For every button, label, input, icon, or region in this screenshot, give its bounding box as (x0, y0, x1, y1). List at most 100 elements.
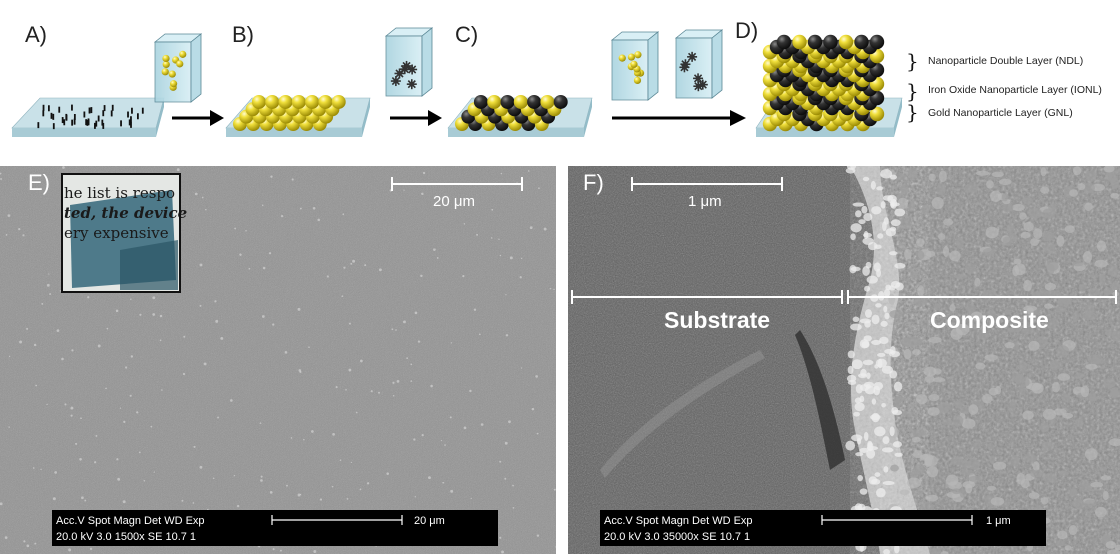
composite-grain (1062, 393, 1071, 402)
composite-grain (1040, 167, 1047, 177)
composite-grain (928, 393, 940, 402)
surface-speck (319, 498, 323, 501)
surface-speck (355, 411, 358, 414)
composite-grain (910, 272, 920, 279)
edge-grain (883, 288, 891, 297)
composite-grain (1030, 469, 1042, 478)
composite-grain (950, 328, 963, 340)
surface-speck (345, 388, 347, 391)
surface-speck (303, 438, 305, 441)
composite-grain (900, 410, 915, 417)
surface-speck (125, 366, 128, 369)
composite-grain (950, 456, 964, 466)
surface-speck (248, 267, 251, 270)
gold-particle (305, 94, 320, 109)
ionl-bracket: } (906, 79, 919, 103)
edge-grain (870, 180, 876, 190)
edge-grain (871, 206, 882, 215)
composite-grain (1106, 549, 1120, 554)
surface-speck (508, 420, 511, 424)
composite-grain (982, 247, 995, 257)
composite-grain (1007, 326, 1022, 333)
composite-grain (912, 349, 922, 356)
surface-speck (331, 485, 334, 488)
surface-speck (123, 420, 126, 423)
edge-grain (881, 365, 893, 374)
info-header-f: Acc.V Spot Magn Det WD Exp (604, 515, 753, 527)
edge-grain (866, 448, 876, 459)
surface-speck (543, 227, 547, 231)
substrate-a (11, 97, 165, 137)
surface-speck (233, 474, 236, 477)
composite-grain (932, 377, 946, 383)
surface-speck (152, 296, 156, 300)
edge-grain (861, 205, 868, 214)
surface-speck (505, 334, 509, 337)
gold-particle (869, 106, 885, 122)
composite-grain (982, 289, 997, 297)
composite-grain (1094, 506, 1107, 518)
surface-speck (215, 319, 219, 323)
surface-speck (81, 496, 84, 500)
edge-grain (889, 251, 898, 256)
composite-grain (1057, 297, 1071, 307)
edge-grain (892, 441, 903, 448)
composite-grain (1054, 306, 1067, 313)
gold-particle (540, 94, 555, 109)
composite-grain (1084, 170, 1097, 182)
composite-grain (927, 407, 940, 416)
composite-grain (899, 489, 910, 495)
composite-grain (898, 218, 913, 230)
surface-speck (348, 322, 351, 325)
gold-nanoparticle (169, 80, 178, 88)
edge-grain (847, 350, 855, 359)
surface-speck (62, 166, 65, 169)
composite-grain (943, 218, 954, 226)
composite-grain (1020, 478, 1030, 489)
edge-grain (858, 373, 868, 379)
surface-speck (512, 484, 514, 487)
composite-grain (959, 488, 966, 498)
surface-speck (261, 204, 264, 207)
composite-grain (904, 248, 912, 260)
composite-grain (1046, 263, 1055, 275)
gold-nanoparticle (630, 60, 638, 68)
surface-speck (406, 357, 409, 360)
gold-particle (838, 34, 854, 50)
surface-speck (48, 273, 50, 275)
composite-grain (1087, 354, 1102, 365)
edge-grain (877, 352, 886, 358)
composite-grain (913, 295, 928, 307)
surface-speck (509, 256, 513, 260)
composite-grain (1044, 242, 1056, 254)
composite-grain (890, 464, 899, 472)
surface-speck (312, 206, 316, 210)
composite-grain (926, 466, 939, 478)
edge-grain (882, 436, 890, 445)
surface-speck (476, 233, 479, 236)
edge-grain (845, 440, 856, 451)
composite-grain (912, 428, 924, 438)
composite-grain (952, 488, 961, 495)
edge-grain (880, 169, 893, 179)
iron-oxide-nanoparticle (394, 68, 405, 79)
composite-grain (1026, 307, 1034, 315)
surface-speck (26, 327, 29, 330)
iron-oxide-nanoparticle (687, 51, 698, 62)
surface-speck (463, 223, 466, 225)
surface-speck (89, 547, 93, 551)
composite-grain (1082, 312, 1097, 321)
composite-grain (1100, 475, 1112, 481)
surface-speck (491, 208, 494, 211)
edge-grain (890, 345, 896, 355)
surface-speck (555, 546, 556, 548)
panel-label-d: D) (735, 18, 758, 43)
edge-grain (847, 365, 854, 375)
edge-grain (890, 219, 901, 227)
surface-speck (313, 550, 317, 553)
composite-grain (968, 404, 979, 415)
substrate-c (447, 94, 593, 137)
surface-speck (119, 407, 122, 409)
composite-grain (1114, 544, 1120, 551)
composite-grain (1103, 287, 1114, 296)
